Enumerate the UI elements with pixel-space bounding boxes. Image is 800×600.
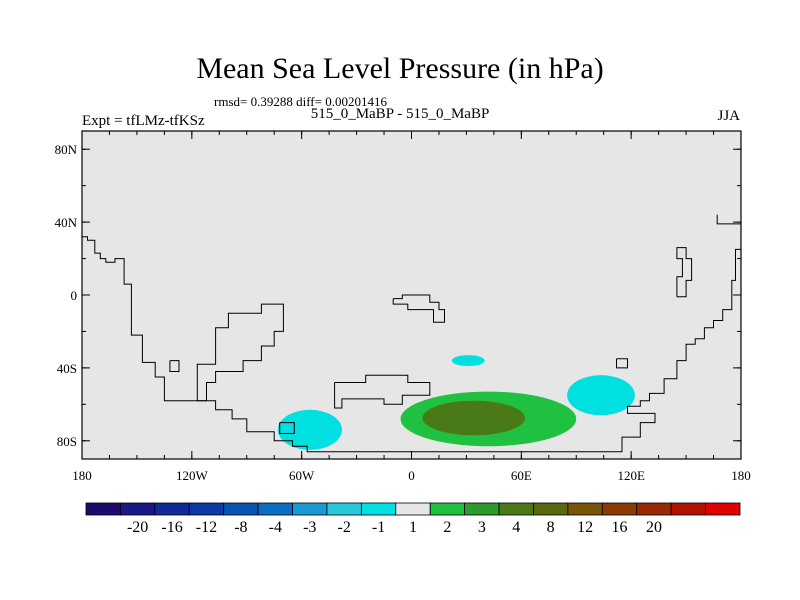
colorbar-swatch bbox=[257, 502, 293, 516]
colorbar-label: 1 bbox=[409, 519, 417, 536]
colorbar-label: -2 bbox=[337, 519, 350, 536]
negative-anomaly-south-atlantic bbox=[277, 409, 342, 450]
colorbar-label: -20 bbox=[127, 519, 148, 536]
southern-continent-coastline bbox=[196, 303, 284, 402]
colorbar-label: 3 bbox=[478, 519, 486, 536]
colorbar-label: 2 bbox=[443, 519, 451, 536]
colorbar-swatch bbox=[429, 502, 466, 516]
small-island-east bbox=[616, 358, 628, 369]
colorbar-label: 20 bbox=[646, 519, 662, 536]
colorbar-swatch bbox=[223, 502, 259, 516]
colorbar-swatch bbox=[601, 502, 638, 516]
negative-anomaly-east-indian bbox=[567, 375, 635, 416]
colorbar-label: 8 bbox=[547, 519, 555, 536]
x-tick-label: 60E bbox=[511, 468, 532, 483]
colorbar-label: -8 bbox=[234, 519, 247, 536]
colorbar-swatch bbox=[533, 502, 569, 516]
colorbar-swatch bbox=[670, 502, 706, 516]
colorbar-swatch bbox=[326, 502, 362, 516]
comparison-label: 515_0_MaBP - 515_0_MaBP bbox=[310, 106, 490, 122]
colorbar-swatch bbox=[85, 502, 121, 516]
axes-layer: 180 120W 60W 0 60E 120E 180 80N 40N 0 40S 80S bbox=[55, 130, 751, 483]
x-tick-label: 120E bbox=[617, 468, 645, 483]
colorbar-swatch bbox=[567, 502, 603, 516]
small-island-west bbox=[169, 360, 180, 372]
colorbar-swatch bbox=[188, 502, 225, 516]
south-atlantic-landmass bbox=[334, 374, 431, 409]
colorbar-label: -12 bbox=[196, 519, 217, 536]
experiment-label: Expt = tfLMz-tfKSz bbox=[82, 113, 205, 129]
colorbar-swatch bbox=[636, 502, 672, 516]
small-island-atlantic bbox=[279, 422, 295, 434]
colorbar-label: -1 bbox=[372, 519, 385, 536]
colorbar-swatch bbox=[395, 502, 431, 516]
colorbar-swatch bbox=[120, 502, 156, 516]
y-tick-label: 80N bbox=[55, 142, 78, 157]
map-layer bbox=[82, 131, 741, 459]
colorbar-swatch bbox=[705, 502, 741, 516]
x-tick-label: 60W bbox=[289, 468, 315, 483]
colorbar-label: 4 bbox=[512, 519, 520, 536]
colorbar: -20 -16 -12 -8 -4 -3 -2 -1 1 2 3 4 8 12 16 20 bbox=[85, 502, 741, 536]
x-tick-label: 120W bbox=[176, 468, 209, 483]
main-continent-coastline bbox=[82, 236, 741, 453]
colorbar-label: -16 bbox=[161, 519, 182, 536]
chart-title: Mean Sea Level Pressure (in hPa) bbox=[196, 52, 604, 85]
colorbar-swatch bbox=[292, 502, 328, 516]
northern-island-strip bbox=[676, 247, 693, 298]
colorbar-swatch bbox=[360, 502, 397, 516]
colorbar-label: -4 bbox=[269, 519, 282, 536]
colorbar-label: 16 bbox=[612, 519, 628, 536]
negative-anomaly-indian-ocean bbox=[451, 355, 485, 367]
y-tick-label: 40S bbox=[57, 361, 77, 376]
y-tick-label: 0 bbox=[71, 288, 78, 303]
positive-anomaly-inner bbox=[422, 400, 525, 436]
colorbar-label: 12 bbox=[577, 519, 593, 536]
northern-island-east bbox=[716, 214, 741, 225]
x-tick-label: 180 bbox=[72, 468, 92, 483]
colorbar-swatch bbox=[154, 502, 190, 516]
y-tick-label: 80S bbox=[57, 434, 77, 449]
x-tick-label: 0 bbox=[408, 468, 415, 483]
colorbar-swatch bbox=[464, 502, 500, 516]
stats-label: rmsd= 0.39288 diff= 0.00201416 bbox=[214, 94, 387, 109]
season-label: JJA bbox=[717, 108, 740, 124]
x-tick-label: 180 bbox=[731, 468, 751, 483]
y-tick-label: 40N bbox=[55, 215, 78, 230]
colorbar-swatch bbox=[498, 502, 534, 516]
colorbar-label: -3 bbox=[303, 519, 316, 536]
equatorial-island bbox=[392, 294, 445, 323]
